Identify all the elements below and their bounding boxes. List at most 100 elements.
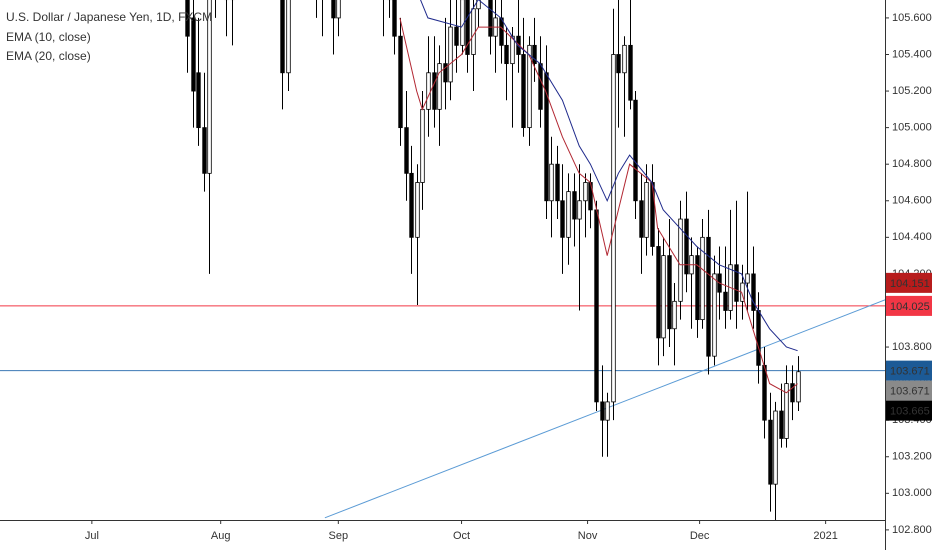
candle-body bbox=[594, 209, 599, 403]
candle-body bbox=[280, 0, 285, 74]
candle-body bbox=[644, 182, 649, 238]
x-tick-label: Aug bbox=[211, 530, 231, 542]
candle-body bbox=[488, 0, 493, 37]
candle-body bbox=[572, 191, 577, 220]
candle-body bbox=[202, 127, 207, 174]
candle-body bbox=[560, 200, 565, 238]
price-label-box bbox=[886, 360, 932, 381]
price-label: 104.025 bbox=[890, 301, 930, 313]
candle-body bbox=[398, 35, 403, 129]
candle-body bbox=[404, 127, 409, 174]
ema-line bbox=[399, 17, 798, 394]
candle-body bbox=[577, 200, 582, 220]
price-label: 103.671 bbox=[890, 386, 930, 398]
y-tick-label: 103.000 bbox=[892, 487, 932, 499]
candle-body bbox=[784, 383, 789, 439]
candle-body bbox=[773, 410, 778, 485]
candle-body bbox=[336, 0, 341, 19]
candle-body bbox=[695, 255, 700, 321]
plot-area bbox=[0, 0, 885, 520]
candle-body bbox=[555, 163, 560, 202]
candle-body bbox=[392, 0, 397, 37]
candle-body bbox=[684, 218, 689, 275]
candle-body bbox=[700, 236, 705, 321]
candle-body bbox=[650, 182, 655, 247]
candle-body bbox=[420, 108, 425, 183]
candle-body bbox=[443, 63, 448, 83]
y-tick-label: 105.600 bbox=[892, 12, 932, 24]
candle-body bbox=[185, 0, 190, 37]
candle-body bbox=[628, 44, 633, 101]
candle-body bbox=[426, 72, 431, 110]
legend-title: U.S. Dollar / Japanese Yen, 1D, FXCM bbox=[6, 10, 212, 24]
y-tick-label: 105.000 bbox=[892, 122, 932, 134]
candle-body bbox=[745, 273, 750, 284]
candle-body bbox=[476, 0, 481, 10]
x-tick-label: Jul bbox=[85, 530, 99, 542]
candle-body bbox=[207, 0, 212, 174]
price-label-box bbox=[886, 380, 932, 401]
candle-body bbox=[521, 54, 526, 129]
candle-body bbox=[538, 63, 543, 110]
legend-ema10: EMA (10, close) bbox=[6, 30, 91, 44]
candle-body bbox=[566, 191, 571, 238]
price-label-box bbox=[886, 400, 932, 421]
candle-body bbox=[656, 246, 661, 339]
candle-body bbox=[191, 17, 196, 92]
price-label: 103.665 bbox=[890, 406, 930, 418]
y-tick-label: 103.200 bbox=[892, 451, 932, 463]
candle-body bbox=[667, 255, 672, 330]
candle-body bbox=[471, 8, 476, 55]
candle-body bbox=[762, 364, 767, 421]
price-label: 104.151 bbox=[890, 278, 930, 290]
candle-body bbox=[286, 0, 291, 74]
x-tick-label: Sep bbox=[329, 530, 349, 542]
candle-body bbox=[499, 17, 504, 46]
price-labels: 104.151 104.025 103.671 103.671 103.665 bbox=[886, 272, 932, 421]
candle-body bbox=[751, 273, 756, 311]
y-tick-label: 104.800 bbox=[892, 158, 932, 170]
x-tick-label: 2021 bbox=[813, 530, 837, 542]
candle-body bbox=[756, 310, 761, 366]
candle-body bbox=[549, 163, 554, 202]
ema-line bbox=[420, 0, 798, 352]
candle-body bbox=[448, 26, 453, 83]
y-tick-label: 105.200 bbox=[892, 85, 932, 97]
candle-body bbox=[504, 44, 509, 65]
candle-body bbox=[633, 99, 638, 202]
candle-body bbox=[779, 410, 784, 439]
candle-body bbox=[712, 273, 717, 357]
candle-body bbox=[661, 255, 666, 339]
candle-body bbox=[454, 26, 459, 46]
x-tick-label: Dec bbox=[690, 530, 710, 542]
candle-body bbox=[672, 300, 677, 330]
candle-body bbox=[734, 264, 739, 302]
candle-body bbox=[415, 182, 420, 238]
candle-body bbox=[409, 172, 414, 238]
candle-body bbox=[796, 371, 801, 403]
trendline bbox=[324, 299, 885, 519]
candle-body bbox=[465, 0, 470, 55]
candle-body bbox=[532, 44, 537, 65]
candle-body bbox=[600, 401, 605, 421]
candle-body bbox=[622, 44, 627, 74]
candle-body bbox=[678, 218, 683, 302]
candle-body bbox=[331, 0, 336, 19]
x-tick-label: Nov bbox=[578, 530, 598, 542]
candle-body bbox=[516, 35, 521, 55]
candle-body bbox=[768, 419, 773, 485]
y-tick-label: 103.800 bbox=[892, 341, 932, 353]
candle-body bbox=[544, 72, 549, 202]
candle-body bbox=[432, 72, 437, 110]
y-tick-label: 105.400 bbox=[892, 48, 932, 60]
price-label: 103.671 bbox=[890, 366, 930, 378]
candle-body bbox=[605, 401, 610, 421]
candle-body bbox=[527, 44, 532, 129]
candle-body bbox=[437, 63, 442, 110]
y-tick-label: 104.400 bbox=[892, 231, 932, 243]
y-tick-label: 104.600 bbox=[892, 195, 932, 207]
x-tick-label: Oct bbox=[453, 530, 470, 542]
candle-body bbox=[723, 291, 728, 311]
candle-body bbox=[790, 383, 795, 403]
